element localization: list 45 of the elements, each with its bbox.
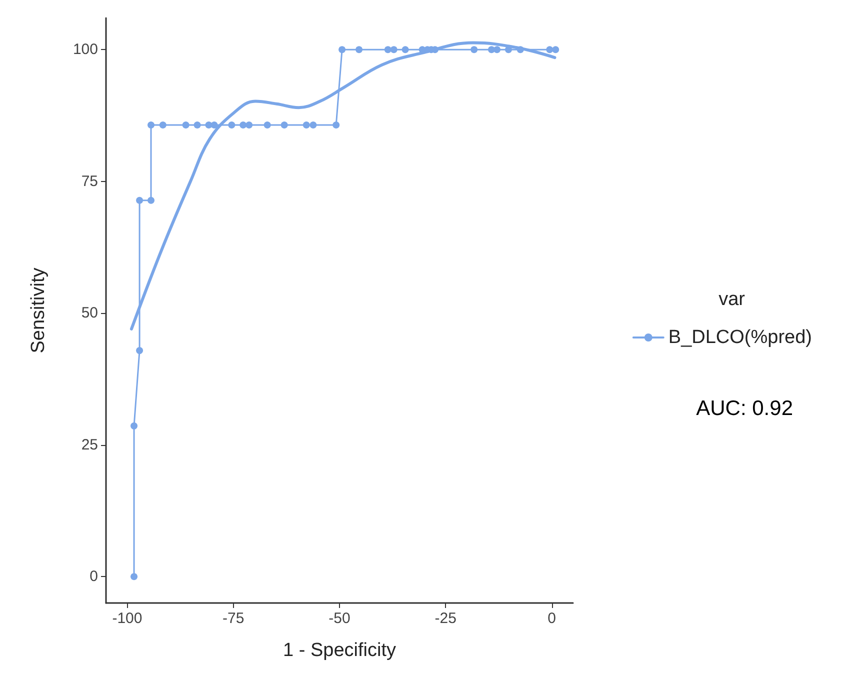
point — [205, 121, 212, 128]
y-tick-label: 50 — [81, 304, 98, 322]
legend-label: B_DLCO(%pred) — [668, 327, 812, 348]
point — [504, 46, 512, 54]
text: AUC: 0.92 — [696, 397, 794, 420]
point — [390, 46, 398, 54]
x-tick-label: 0 — [548, 610, 556, 627]
y-tick-label: 75 — [81, 172, 98, 190]
point — [159, 121, 166, 128]
point — [148, 196, 154, 204]
point — [280, 121, 288, 128]
y-tick-label: 100 — [72, 41, 98, 58]
point — [136, 196, 144, 204]
x-tick-label: -50 — [328, 610, 350, 627]
point — [130, 422, 138, 430]
point — [470, 46, 478, 54]
point — [332, 121, 340, 128]
point — [264, 121, 271, 128]
x-tick-label: -25 — [434, 610, 456, 627]
point — [302, 121, 310, 128]
point — [552, 46, 560, 54]
point — [130, 573, 138, 580]
point — [136, 347, 144, 354]
point — [384, 46, 392, 54]
point — [246, 121, 253, 128]
point — [494, 46, 501, 54]
point — [210, 121, 218, 128]
point — [546, 46, 554, 54]
legend-title: var — [718, 289, 746, 310]
x-tick-label: -100 — [112, 610, 142, 627]
point — [516, 46, 524, 54]
point — [194, 121, 201, 128]
point — [240, 121, 247, 128]
point — [182, 121, 190, 128]
point — [228, 121, 236, 128]
point — [148, 121, 154, 128]
x-tick-label: -75 — [222, 610, 244, 627]
y-tick-label: 25 — [81, 436, 98, 454]
point — [356, 46, 363, 54]
x-axis-title: 1 - Specificity — [283, 640, 396, 661]
point — [402, 46, 409, 54]
y-tick-label: 0 — [90, 568, 98, 586]
point — [310, 121, 317, 128]
y-axis-title: Sensitivity — [28, 267, 49, 354]
point — [338, 46, 346, 54]
